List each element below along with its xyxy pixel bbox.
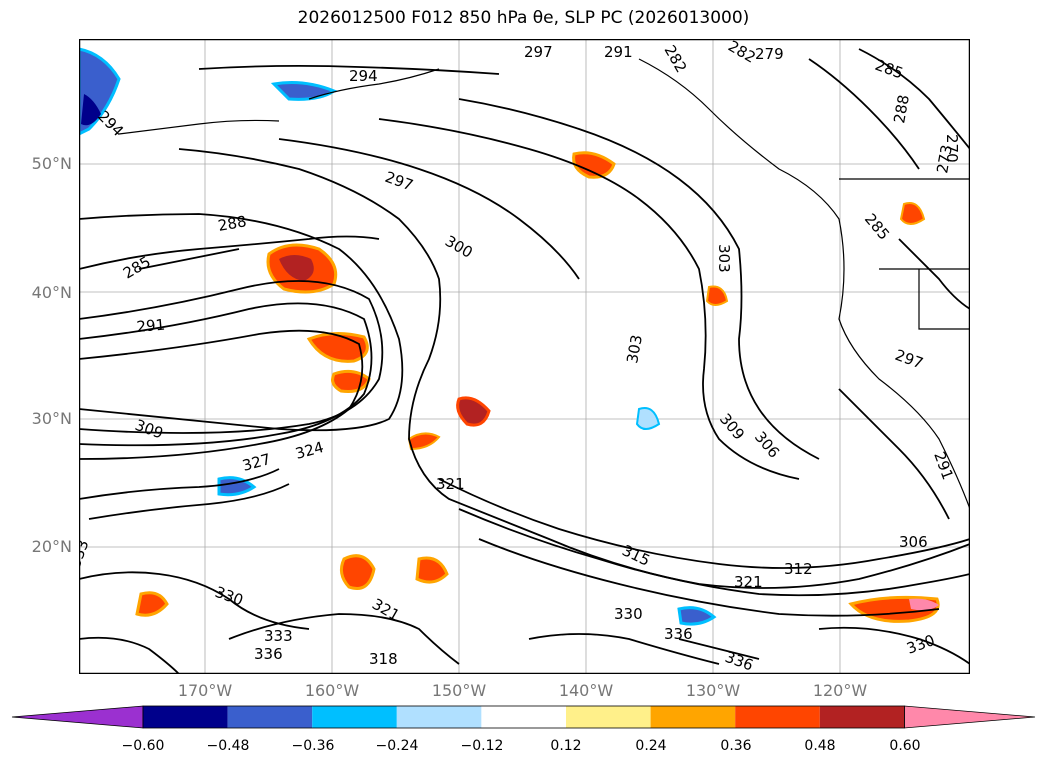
colorbar-tick: 0.60	[889, 738, 921, 754]
lat-label-20n: 20°N	[31, 537, 72, 556]
colorbar-tick: 0.12	[550, 738, 582, 754]
colorbar-tick: −0.60	[121, 738, 165, 754]
lon-label-160w: 160°W	[304, 681, 360, 700]
colorbar-tick: 0.48	[804, 738, 836, 754]
map-frame	[79, 39, 970, 674]
contour-label: 270	[943, 134, 961, 163]
contour-label: 303	[623, 333, 646, 364]
colorbar-segment	[143, 706, 228, 728]
colorbar-tick: −0.12	[460, 738, 504, 754]
colorbar-tick: 0.36	[720, 738, 752, 754]
colorbar-tick: −0.24	[375, 738, 419, 754]
contour-label: 336	[664, 625, 693, 643]
lon-label-120w: 120°W	[812, 681, 868, 700]
colorbar-segment	[819, 706, 905, 728]
contour-label: 318	[369, 650, 398, 668]
lon-label-150w: 150°W	[431, 681, 487, 700]
colorbar-segment	[735, 706, 820, 728]
contour-label: 312	[784, 560, 813, 578]
colorbar-tick: −0.36	[291, 738, 335, 754]
contour-label: 291	[136, 316, 166, 336]
colorbar-segment	[396, 706, 482, 728]
contour-label: 321	[436, 475, 465, 493]
colorbar-segment	[566, 706, 651, 728]
lon-label-170w: 170°W	[177, 681, 233, 700]
colorbar-outline	[142, 705, 905, 729]
contour-label: 333	[264, 627, 293, 645]
contour-label: 330	[614, 605, 643, 623]
colorbar-tick: −0.48	[206, 738, 250, 754]
colorbar-segment	[650, 706, 736, 728]
contour-lines	[79, 48, 970, 674]
colorbar	[11, 705, 1036, 729]
colorbar-extend-low	[11, 705, 144, 729]
colorbar-segments	[11, 705, 1036, 729]
contour-label: 306	[899, 533, 928, 551]
lon-label-140w: 140°W	[558, 681, 614, 700]
contour-label: 291	[604, 43, 633, 61]
contour-label: 321	[734, 573, 763, 591]
contour-label: 288	[890, 93, 913, 124]
lon-label-130w: 130°W	[685, 681, 741, 700]
lat-label-50n: 50°N	[31, 154, 72, 173]
contour-label: 303	[715, 244, 733, 273]
contour-label: 294	[349, 67, 378, 85]
shaded-blobs	[79, 47, 940, 626]
contour-label: 288	[217, 212, 248, 235]
contour-label: 273	[933, 143, 956, 174]
colorbar-segment	[312, 706, 397, 728]
colorbar-extend-high	[904, 705, 1036, 729]
contour-label: 336	[254, 645, 283, 663]
lat-label-30n: 30°N	[31, 409, 72, 428]
lat-label-40n: 40°N	[31, 283, 72, 302]
coastlines	[118, 58, 970, 510]
plot-title: 2026012500 F012 850 hPa θe, SLP PC (2026…	[297, 8, 750, 28]
contour-labels: 294 294 297 297 291 288 285 291 300 303 …	[79, 39, 961, 674]
colorbar-segment	[227, 706, 313, 728]
contour-label: 279	[755, 45, 784, 63]
colorbar-tick: 0.24	[635, 738, 667, 754]
contour-label: 297	[524, 43, 553, 61]
colorbar-segment	[481, 706, 566, 728]
map-panel: 294 294 297 297 291 288 285 291 300 303 …	[79, 39, 970, 674]
